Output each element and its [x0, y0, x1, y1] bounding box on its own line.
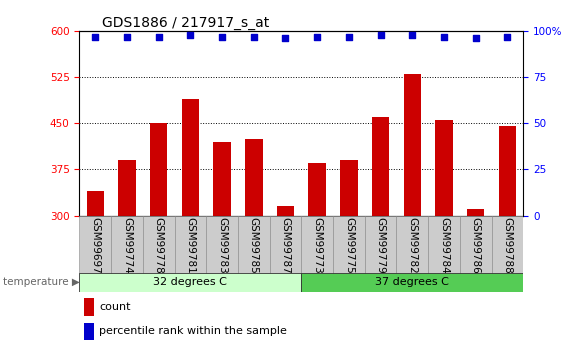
Point	[503, 34, 512, 39]
Bar	[245, 139, 262, 216]
Point	[376, 32, 385, 38]
Bar	[428, 216, 460, 274]
Bar	[333, 216, 365, 274]
Bar	[213, 142, 231, 216]
Bar	[340, 160, 358, 216]
Bar	[365, 216, 396, 274]
Bar	[396, 216, 428, 274]
Bar	[277, 206, 294, 216]
Bar	[206, 216, 238, 274]
Text: 32 degrees C: 32 degrees C	[153, 277, 228, 287]
Bar	[403, 74, 421, 216]
Bar	[182, 99, 199, 216]
Bar	[467, 209, 485, 216]
Bar	[111, 216, 143, 274]
Text: GSM99786: GSM99786	[471, 217, 481, 274]
Point	[249, 34, 259, 39]
Text: count: count	[99, 302, 131, 312]
Text: GSM99781: GSM99781	[185, 217, 195, 274]
Text: GSM99788: GSM99788	[503, 217, 513, 274]
Bar	[84, 323, 93, 339]
Text: GSM99784: GSM99784	[439, 217, 449, 274]
Bar	[238, 216, 270, 274]
Point	[471, 36, 480, 41]
Text: GSM99775: GSM99775	[344, 217, 354, 274]
Text: GSM99782: GSM99782	[407, 217, 417, 274]
Bar	[372, 117, 389, 216]
Point	[407, 32, 417, 38]
Text: GSM99774: GSM99774	[122, 217, 132, 274]
Text: GDS1886 / 217917_s_at: GDS1886 / 217917_s_at	[102, 16, 269, 30]
Point	[154, 34, 163, 39]
Text: GSM99778: GSM99778	[153, 217, 163, 274]
Bar	[302, 216, 333, 274]
Point	[122, 34, 132, 39]
Point	[312, 34, 322, 39]
Bar	[175, 216, 206, 274]
Point	[281, 36, 290, 41]
Bar	[79, 273, 302, 292]
Bar	[435, 120, 453, 216]
Bar	[84, 298, 93, 316]
Bar	[270, 216, 301, 274]
Text: GSM99779: GSM99779	[376, 217, 386, 274]
Point	[186, 32, 195, 38]
Bar	[150, 124, 168, 216]
Bar	[118, 160, 136, 216]
Point	[344, 34, 353, 39]
Point	[439, 34, 449, 39]
Point	[218, 34, 227, 39]
Bar	[492, 216, 523, 274]
Text: GSM99773: GSM99773	[312, 217, 322, 274]
Text: GSM99785: GSM99785	[249, 217, 259, 274]
Text: GSM99697: GSM99697	[90, 217, 100, 274]
Bar	[143, 216, 175, 274]
Bar	[86, 191, 104, 216]
Bar	[79, 216, 111, 274]
Bar	[499, 126, 516, 216]
Text: 37 degrees C: 37 degrees C	[375, 277, 449, 287]
Text: percentile rank within the sample: percentile rank within the sample	[99, 326, 287, 336]
Point	[91, 34, 100, 39]
Text: GSM99783: GSM99783	[217, 217, 227, 274]
Text: temperature ▶: temperature ▶	[2, 277, 79, 287]
Bar	[309, 163, 326, 216]
Text: GSM99787: GSM99787	[280, 217, 290, 274]
Bar	[460, 216, 492, 274]
Bar	[302, 273, 523, 292]
